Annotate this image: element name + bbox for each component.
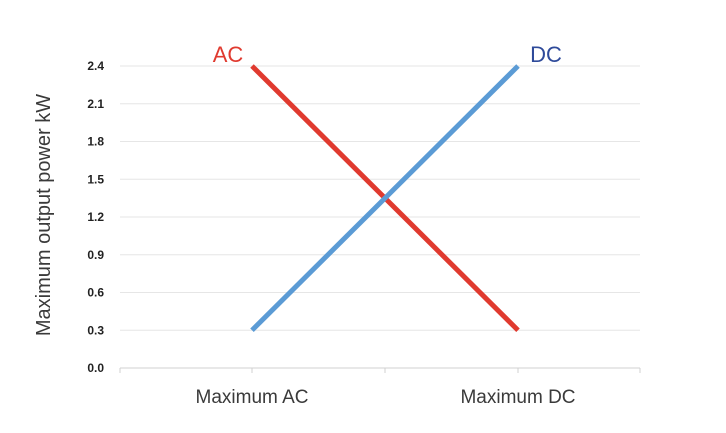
x-category-label: Maximum AC — [196, 387, 309, 408]
y-tick-label: 0.9 — [87, 248, 104, 262]
y-tick-label: 1.8 — [87, 135, 104, 149]
gridlines — [120, 65, 640, 331]
x-category-label: Maximum DC — [460, 387, 575, 408]
y-axis-title: Maximum output power kW — [33, 94, 55, 336]
y-tick-labels: 0.0 0.3 0.6 0.9 1.2 1.5 1.8 2.1 2.4 — [87, 59, 104, 375]
series-label-dc: DC — [530, 42, 562, 67]
series-label-ac: AC — [213, 42, 244, 67]
x-axis — [119, 367, 641, 373]
series-labels: AC DC — [213, 42, 562, 67]
y-tick-label: 0.6 — [87, 286, 104, 300]
y-tick-label: 2.1 — [87, 97, 104, 111]
x-category-labels: Maximum AC Maximum DC — [196, 387, 576, 408]
series-line-dc — [250, 64, 520, 333]
y-tick-label: 1.5 — [87, 172, 104, 186]
series-lines — [250, 64, 520, 333]
y-tick-label: 0.3 — [87, 323, 104, 337]
y-tick-label: 1.2 — [87, 210, 104, 224]
y-tick-label: 0.0 — [87, 361, 104, 375]
y-tick-label: 2.4 — [87, 59, 104, 73]
